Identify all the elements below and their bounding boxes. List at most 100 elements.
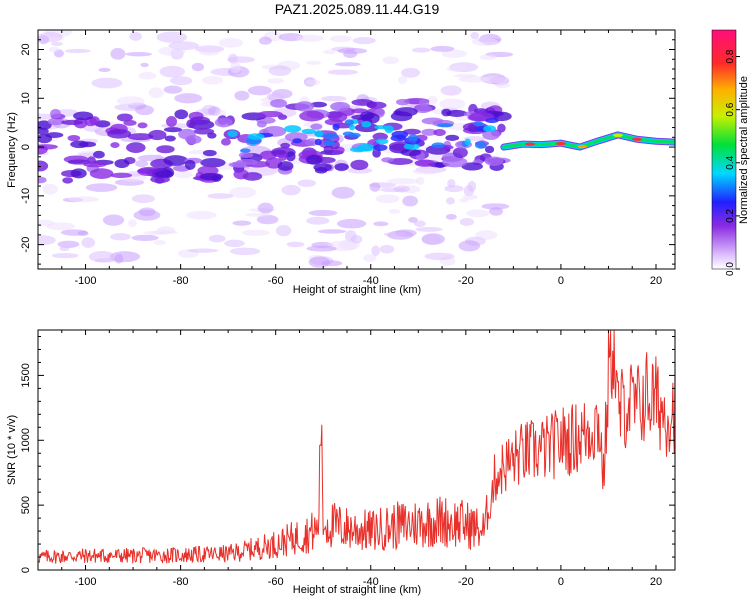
heatmap-noise-cell	[296, 34, 324, 42]
heatmap-noise-cell	[228, 53, 238, 64]
heatmap-noise-cell	[322, 49, 336, 55]
heatmap-noise-cell	[408, 216, 418, 223]
heatmap-noise-cell	[471, 37, 498, 46]
heatmap-band-cell	[387, 157, 413, 165]
heatmap-band-cell	[67, 159, 90, 165]
heatmap-noise-cell	[169, 76, 193, 86]
heatmap-noise-cell	[201, 75, 224, 85]
heatmap-band-cell	[62, 177, 74, 184]
snr-xtick-label: -80	[173, 576, 189, 588]
heatmap-band-cell	[400, 149, 422, 157]
heatmap-noise-cell	[317, 229, 347, 234]
heatmap-band-cell	[207, 132, 217, 139]
snr-xtick-label: -20	[458, 576, 474, 588]
heatmap-noise-cell	[334, 62, 361, 67]
heatmap-band-cell	[200, 157, 226, 168]
spectrogram-xlabel: Height of straight line (km)	[293, 284, 421, 296]
heatmap-strong-cell	[314, 138, 322, 146]
heatmap-noise-cell	[191, 62, 205, 72]
heatmap-strong-cell	[390, 134, 407, 142]
heatmap-noise-cell	[402, 195, 419, 207]
heatmap-band-cell	[304, 138, 319, 147]
heatmap-noise-cell	[411, 47, 431, 53]
heatmap-noise-cell	[42, 183, 58, 195]
snr-ytick-label: 500	[20, 496, 32, 514]
heatmap-strong-cell	[474, 141, 487, 149]
heatmap-noise-cell	[382, 56, 399, 65]
spectrogram-xtick-label: 20	[650, 275, 662, 287]
colorbar-tick-label: 0.0	[725, 262, 736, 276]
heatmap-band-cell	[354, 123, 379, 133]
heatmap-strong-cell	[357, 143, 375, 152]
heatmap-band-cell	[232, 161, 247, 168]
heatmap-noise-cell	[371, 245, 380, 257]
heatmap-strong-cell	[292, 138, 303, 144]
heatmap-band-cell	[284, 132, 308, 142]
heatmap-noise-cell	[363, 254, 377, 262]
heatmap-band-cell	[484, 156, 504, 166]
heatmap-band-cell	[126, 142, 146, 153]
heatmap-noise-cell	[174, 170, 193, 179]
heatmap-noise-cell	[462, 194, 478, 200]
snr-xtick-label: 20	[650, 576, 662, 588]
heatmap-strong-cell	[436, 123, 454, 128]
heatmap-band-cell	[214, 117, 233, 128]
heatmap-peak	[577, 144, 588, 149]
heatmap-band-cell	[137, 122, 148, 129]
heatmap-band-cell	[211, 174, 222, 182]
heatmap-band-cell	[323, 144, 334, 155]
heatmap-noise-cell	[46, 222, 75, 231]
heatmap-strong-cell	[322, 140, 336, 146]
heatmap-noise-cell	[329, 35, 352, 43]
heatmap-band-cell	[305, 154, 323, 165]
colorbar: 0.0 0.2 0.4 0.6 0.8 Normalized spectral ampl…	[711, 29, 750, 276]
heatmap-noise-cell	[229, 247, 261, 256]
heatmap-band-cell	[78, 141, 97, 148]
heatmap-noise-cell	[421, 233, 445, 245]
heatmap-noise-cell	[199, 49, 220, 56]
heatmap-strong-cell	[314, 130, 324, 138]
spectrogram-xtick-label: -80	[173, 275, 189, 287]
heatmap-band-cell	[123, 119, 137, 126]
snr-xlabel: Height of straight line (km)	[293, 584, 421, 596]
snr-ylabel: SNR (10 * v/v)	[6, 415, 18, 485]
heatmap-noise-cell	[446, 66, 465, 72]
snr-frame	[37, 329, 676, 571]
heatmap-noise-cell	[415, 176, 425, 185]
heatmap-noise-cell	[424, 252, 455, 261]
heatmap-band-cell	[414, 159, 435, 167]
heatmap-noise-cell	[387, 178, 419, 185]
heatmap-strong-cell	[332, 123, 340, 131]
heatmap-band-cell	[272, 149, 287, 155]
heatmap-band-cell	[93, 150, 105, 159]
heatmap-noise-cell	[373, 221, 389, 227]
snr-series-line	[37, 329, 676, 564]
heatmap-band-cell	[334, 163, 349, 171]
heatmap-noise-cell	[224, 239, 245, 248]
heatmap-strong-cell	[348, 124, 356, 131]
heatmap-strong-cell	[361, 120, 372, 128]
heatmap-noise-cell	[185, 210, 217, 220]
heatmap-band-cell	[38, 133, 53, 144]
heatmap-noise-cell	[218, 37, 244, 48]
heatmap-band-cell	[233, 169, 249, 180]
heatmap-noise-cell	[153, 240, 166, 246]
heatmap-noise-cell	[156, 31, 188, 43]
heatmap-strong-cell	[403, 143, 420, 150]
heatmap-noise-cell	[207, 193, 234, 199]
heatmap-noise-cell	[481, 203, 510, 210]
heatmap-noise-cell	[305, 60, 322, 65]
heatmap-band-cell	[163, 155, 189, 166]
heatmap-band-cell	[314, 167, 328, 174]
snr-xtick-label: -60	[268, 576, 284, 588]
heatmap-noise-cell	[308, 209, 338, 217]
heatmap-noise-cell	[467, 180, 477, 192]
heatmap-band-cell	[116, 113, 133, 122]
heatmap-noise-cell	[51, 41, 63, 46]
heatmap-band-cell	[452, 147, 468, 158]
spectrogram-xtick-label: -40	[363, 275, 379, 287]
heatmap-strong-cell	[373, 144, 388, 152]
